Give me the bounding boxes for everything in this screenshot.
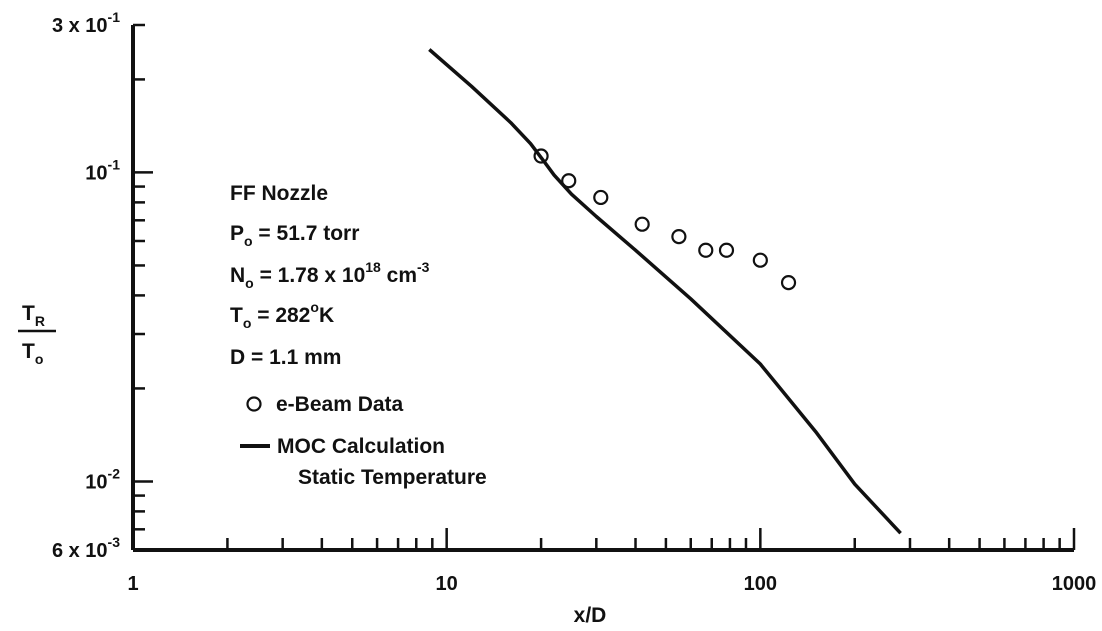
y-axis-title: TR To [18,302,56,367]
y-axis-title-denominator: To [22,340,43,367]
x-tick-label: 100 [744,573,777,595]
ebeam-point [671,228,687,245]
x-tick-label: 10 [436,573,458,595]
y-num-main: T [22,302,35,325]
legend-header-1: Po = 51.7 torr [230,222,359,249]
y-axis-title-numerator: TR [22,302,45,329]
ebeam-series [533,148,797,291]
legend-moc-label-line2: Static Temperature [298,466,487,489]
y-tick-label: 6 x 10-3 [52,534,120,562]
y-tick-label: 10-1 [85,156,120,184]
y-den-sub: o [35,351,44,367]
legend: FF Nozzle Po = 51.7 torr No = 1.78 x 101… [230,182,487,489]
ticks [131,23,1076,552]
legend-header-0: FF Nozzle [230,182,328,205]
legend-header-2: No = 1.78 x 1018 cm-3 [230,259,430,291]
legend-ebeam-marker [246,396,262,412]
moc-series [428,48,902,535]
ebeam-point [698,242,714,258]
ebeam-point [718,242,735,258]
y-num-sub: R [35,313,45,329]
ebeam-point [561,173,577,189]
y-tick-label: 3 x 10-1 [52,9,120,37]
ebeam-point [634,216,650,232]
x-tick-label: 1000 [1052,573,1097,595]
ebeam-point [780,275,797,291]
legend-moc-label: MOC Calculation [277,435,445,458]
x-axis-title: x/D [574,604,607,627]
y-den-main: T [22,340,35,363]
tick-labels: 1 10 100 1000 3 x 10-1 10-1 10-2 6 x 10-3 [52,9,1096,595]
ebeam-point [533,148,549,164]
ebeam-point [593,189,609,206]
moc-line [428,48,902,535]
legend-ebeam-label: e-Beam Data [276,393,404,416]
legend-header-3: To = 282oK [230,299,334,331]
ebeam-point [752,252,768,268]
axes [131,25,1074,552]
x-tick-label: 1 [127,573,138,595]
y-tick-label: 10-2 [85,465,120,493]
legend-header-4: D = 1.1 mm [230,346,341,369]
